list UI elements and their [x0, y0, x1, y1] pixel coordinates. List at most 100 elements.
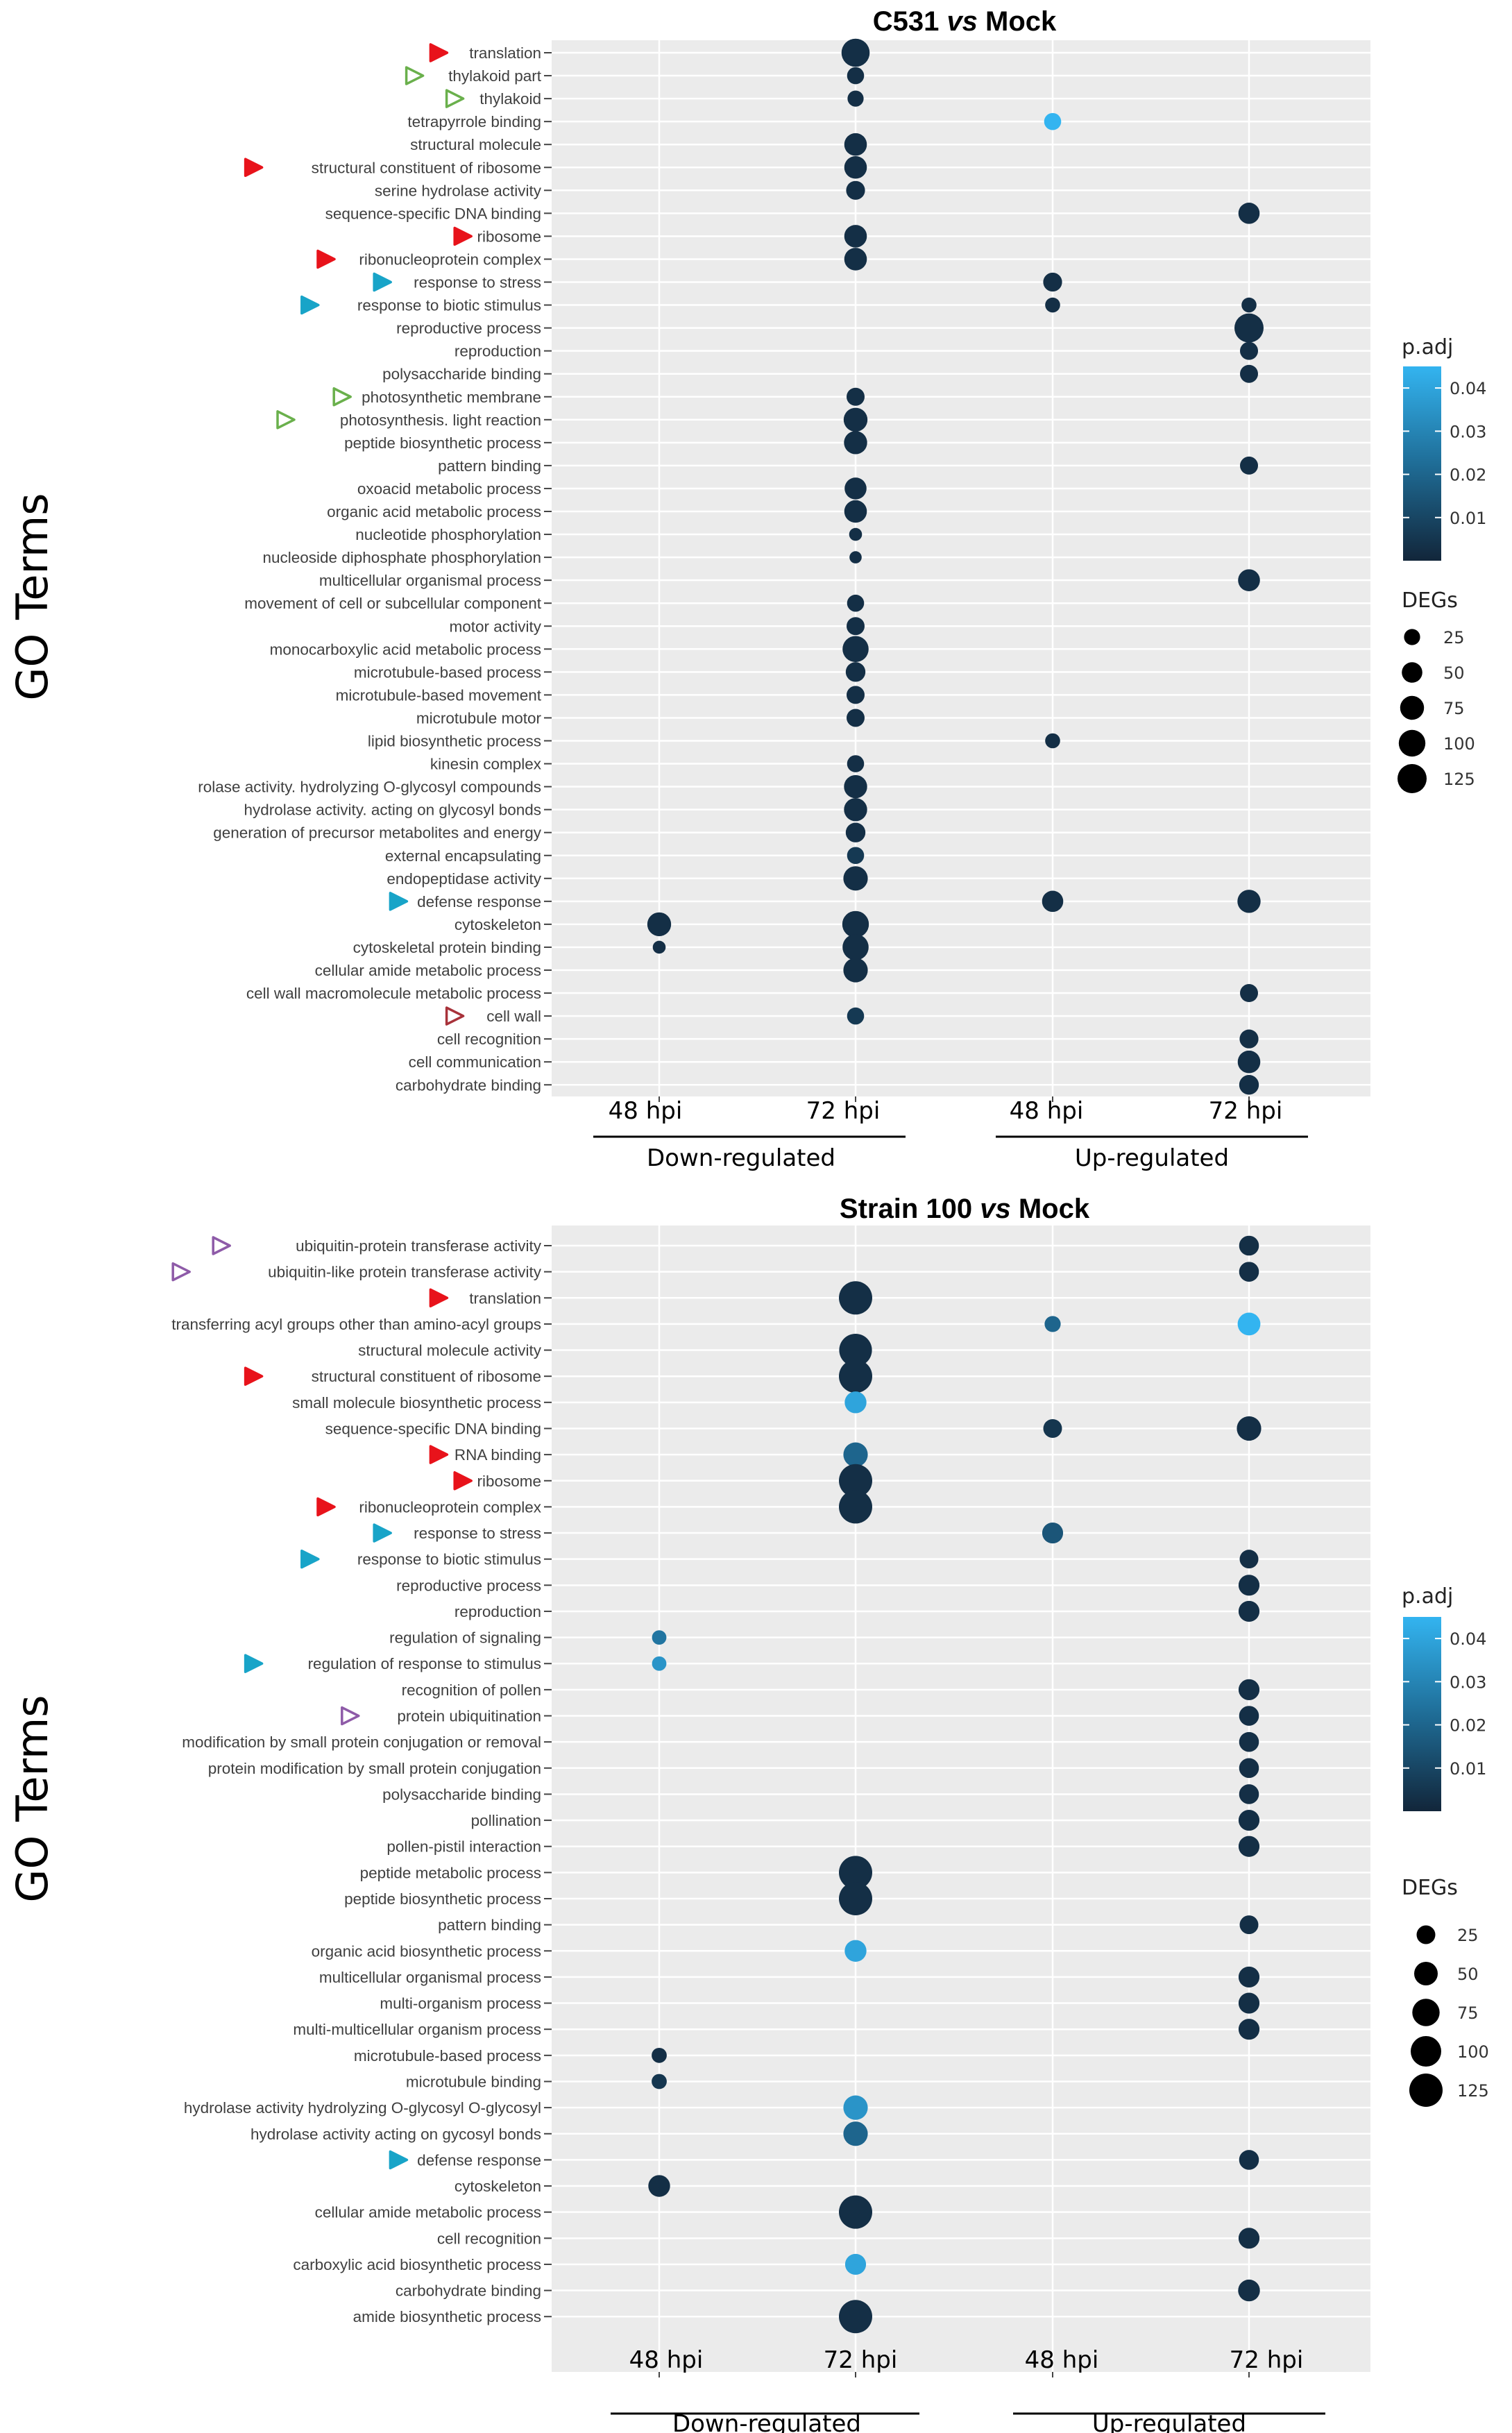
legend: p.adj 0.04 0.03 0.02 0.01 DEGs 25 50 75 100 125 — [1398, 335, 1486, 793]
marker-red-icon — [453, 226, 473, 246]
data-point — [1239, 1550, 1259, 1569]
marker-purple-icon — [212, 1236, 231, 1255]
term-label: carbohydrate binding — [396, 2282, 541, 2300]
term-label: peptide metabolic process — [360, 1864, 541, 1881]
data-point — [1238, 2279, 1260, 2302]
term-label: generation of precursor metabolites and … — [213, 824, 542, 842]
size-key-label: 125 — [1457, 2081, 1489, 2101]
term-label: reproductive process — [396, 1577, 541, 1594]
term-label: defense response — [417, 893, 541, 910]
data-point — [842, 910, 869, 938]
term-label: RNA binding — [455, 1446, 541, 1464]
term-label: cellular amide metabolic process — [315, 2204, 541, 2221]
data-point — [1044, 112, 1062, 130]
term-label: lipid biosynthetic process — [368, 733, 541, 750]
term-label: peptide biosynthetic process — [344, 1890, 541, 1908]
marker-cyan-icon — [373, 272, 392, 292]
term-label: ribonucleoprotein complex — [359, 1498, 541, 1516]
data-point — [1241, 297, 1257, 313]
data-point — [1238, 2228, 1260, 2249]
term-label: microtubule-based process — [354, 2047, 541, 2065]
marker-red-icon — [244, 158, 264, 177]
category-markers — [244, 43, 473, 1026]
grid-lines — [552, 40, 1370, 1096]
data-point — [1238, 569, 1260, 591]
data-point — [1044, 1316, 1061, 1332]
plot-panel — [552, 1226, 1370, 2372]
data-point — [1238, 1600, 1260, 1622]
term-label: structural molecule — [410, 136, 541, 153]
size-key-dot — [1404, 629, 1420, 645]
term-label: serine hydrolase activity — [375, 182, 542, 199]
term-label: cell recognition — [437, 2230, 541, 2247]
term-label: cell wall — [486, 1008, 541, 1025]
marker-cyan-icon — [389, 892, 409, 911]
size-key-dot — [1412, 1999, 1440, 2026]
data-point — [1042, 1522, 1064, 1544]
term-label: movement of cell or subcellular componen… — [244, 595, 541, 612]
marker-cyan-icon — [373, 1523, 392, 1543]
data-point — [1240, 456, 1258, 475]
legend-size-title: DEGs — [1402, 1876, 1458, 1900]
marker-cyan-icon — [300, 295, 320, 315]
data-point — [844, 797, 867, 822]
data-points — [648, 1235, 1262, 2334]
term-label: multi-multicellular organism process — [293, 2021, 541, 2038]
term-label: multi-organism process — [380, 1995, 541, 2012]
x-tick-labels: 48 hpi 72 hpi 48 hpi 72 hpi — [609, 1096, 1282, 1125]
marker-purple-icon — [341, 1706, 360, 1726]
plot-panel — [552, 40, 1370, 1096]
group-brackets: Down-regulated Up-regulated — [593, 1135, 1308, 1172]
term-label: reproduction — [455, 343, 541, 360]
chart-title: C531 vs Mock — [873, 6, 1057, 37]
data-point — [1239, 1758, 1259, 1779]
colorbar-tick-label: 0.02 — [1450, 466, 1486, 485]
term-label: microtubule motor — [416, 709, 542, 727]
term-label: amide biosynthetic process — [353, 2308, 541, 2325]
data-point — [843, 407, 868, 432]
term-label: microtubule-based movement — [336, 686, 542, 704]
data-point — [844, 477, 867, 500]
marker-brown-icon — [445, 1006, 465, 1026]
colorbar-tick-label: 0.03 — [1450, 422, 1486, 441]
data-point — [847, 617, 865, 636]
data-point — [1045, 297, 1060, 313]
data-point — [1234, 313, 1264, 343]
term-label: hydrolase activity acting on gycosyl bon… — [250, 2126, 541, 2143]
term-label: microtubule-based process — [354, 663, 541, 681]
term-label: cell recognition — [437, 1031, 541, 1048]
term-label: sequence-specific DNA binding — [325, 1420, 541, 1437]
term-label: carbohydrate binding — [396, 1076, 541, 1094]
size-key-label: 50 — [1443, 663, 1465, 683]
marker-red-icon — [429, 43, 449, 62]
term-label: sequence-specific DNA binding — [325, 205, 541, 222]
chart-c531-vs-mock: C531 vs Mock GO Terms translation thylako… — [7, 6, 1486, 1172]
x-tick-label: 48 hpi — [1010, 1097, 1084, 1125]
legend-color-title: p.adj — [1402, 1584, 1453, 1609]
term-label: protein modification by small protein co… — [208, 1760, 541, 1777]
term-label: tetrapyrrole binding — [407, 113, 541, 130]
legend-color-title: p.adj — [1402, 335, 1453, 359]
data-point — [1238, 1966, 1260, 1988]
data-point — [1239, 1784, 1259, 1804]
term-label: oxoacid metabolic process — [357, 480, 541, 498]
data-point — [839, 1490, 872, 1524]
x-tick-label: 72 hpi — [1230, 2346, 1304, 2374]
term-label: polysaccharide binding — [382, 1786, 541, 1803]
colorbar-tick-label: 0.04 — [1450, 1629, 1486, 1649]
data-point — [1237, 1416, 1262, 1441]
legend: p.adj 0.04 0.03 0.02 0.01 DEGs 25 50 75 100 125 — [1402, 1584, 1489, 2107]
data-point — [847, 1007, 865, 1025]
data-point — [1237, 890, 1261, 913]
term-label: thylakoid part — [448, 67, 542, 85]
marker-purple-icon — [171, 1262, 191, 1282]
term-label: photosynthesis. light reaction — [340, 412, 541, 429]
term-label: translation — [469, 44, 541, 62]
data-point — [1238, 203, 1260, 224]
term-label: structural constituent of ribosome — [312, 1368, 541, 1385]
term-label: monocarboxylic acid metabolic process — [270, 641, 541, 658]
data-point — [844, 2253, 867, 2275]
data-point — [1239, 1915, 1259, 1935]
marker-green-icon — [445, 89, 465, 108]
